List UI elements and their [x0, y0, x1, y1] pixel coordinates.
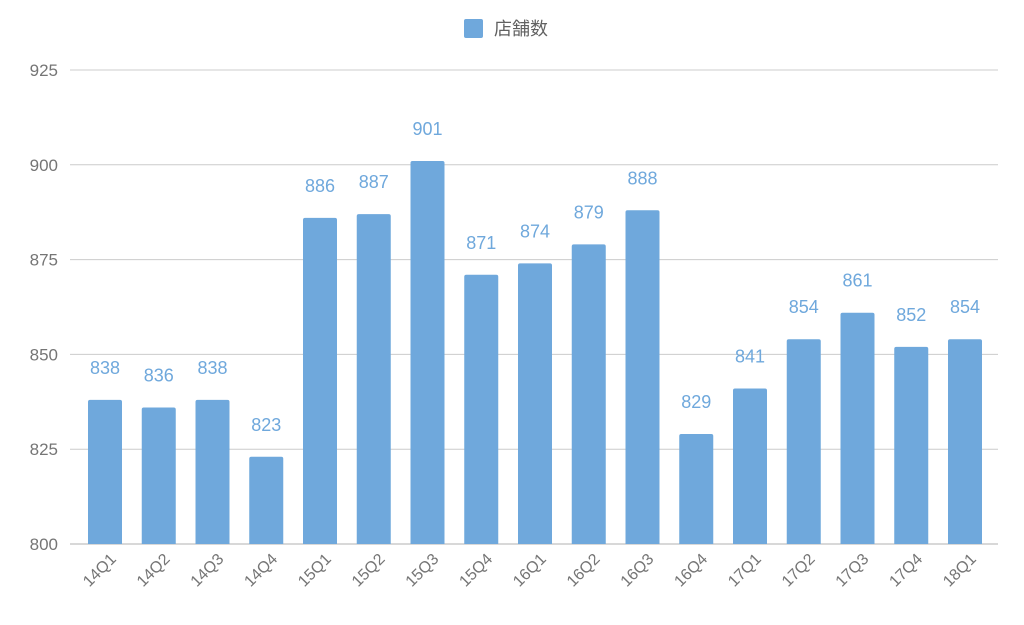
data-label: 901 — [412, 119, 442, 139]
bar — [88, 399, 122, 544]
x-tick-label: 16Q1 — [510, 551, 550, 591]
data-label: 854 — [950, 297, 980, 317]
bar — [518, 263, 552, 544]
bar — [679, 434, 714, 544]
bar — [840, 312, 875, 544]
x-tick-label: 15Q2 — [349, 551, 389, 591]
bar — [733, 388, 767, 544]
x-tick-label: 14Q2 — [134, 551, 174, 591]
bar — [625, 210, 660, 544]
x-tick-label: 16Q4 — [671, 551, 711, 591]
x-tick-label: 15Q3 — [403, 551, 443, 591]
y-tick-label: 850 — [30, 345, 58, 364]
data-label: 838 — [197, 358, 227, 378]
x-tick-label: 17Q1 — [725, 551, 765, 591]
y-tick-label: 900 — [30, 156, 58, 175]
bar — [786, 339, 821, 544]
bar — [303, 217, 337, 544]
y-axis: 800 825 850 875 900 925 — [30, 61, 58, 554]
y-tick-label: 875 — [30, 251, 58, 270]
data-label: 823 — [251, 415, 281, 435]
x-tick-label: 18Q1 — [940, 551, 980, 591]
bar — [464, 274, 499, 544]
y-tick-label: 800 — [30, 535, 58, 554]
x-axis: 14Q1 14Q2 14Q3 14Q4 15Q1 15Q2 15Q3 15Q4 16Q1 16Q2… — [80, 551, 980, 591]
x-tick-label: 16Q3 — [618, 551, 658, 591]
x-tick-label: 15Q1 — [295, 551, 335, 591]
y-tick-label: 925 — [30, 61, 58, 80]
bar — [249, 456, 284, 544]
data-label: 829 — [681, 392, 711, 412]
x-tick-label: 17Q3 — [833, 551, 873, 591]
bar — [195, 399, 230, 544]
bar — [571, 244, 606, 544]
x-tick-label: 17Q2 — [779, 551, 819, 591]
legend: 店舗数 — [464, 19, 548, 40]
data-label: 836 — [144, 365, 174, 385]
bar — [141, 407, 176, 544]
x-tick-label: 15Q4 — [456, 551, 496, 591]
data-label: 888 — [627, 168, 657, 188]
data-label: 879 — [574, 202, 604, 222]
bars — [88, 161, 982, 544]
x-tick-label: 14Q4 — [241, 551, 281, 591]
legend-label: 店舗数 — [494, 19, 548, 40]
legend-swatch — [464, 19, 483, 38]
data-label: 871 — [466, 233, 496, 253]
data-label: 854 — [789, 297, 819, 317]
data-label: 887 — [359, 172, 389, 192]
x-tick-label: 16Q2 — [564, 551, 604, 591]
data-label: 852 — [896, 305, 926, 325]
y-tick-label: 825 — [30, 440, 58, 459]
x-tick-label: 14Q1 — [80, 551, 120, 591]
data-label: 838 — [90, 358, 120, 378]
data-labels: 838 836 838 823 886 887 901 871 874 879 888 829 841 8… — [90, 119, 980, 435]
data-label: 841 — [735, 347, 765, 367]
data-label: 874 — [520, 221, 550, 241]
bar — [356, 214, 391, 544]
bar — [410, 161, 445, 544]
data-label: 861 — [842, 271, 872, 291]
bar — [948, 339, 982, 544]
bar — [894, 346, 929, 544]
data-label: 886 — [305, 176, 335, 196]
x-tick-label: 14Q3 — [188, 551, 228, 591]
x-tick-label: 17Q4 — [886, 551, 926, 591]
